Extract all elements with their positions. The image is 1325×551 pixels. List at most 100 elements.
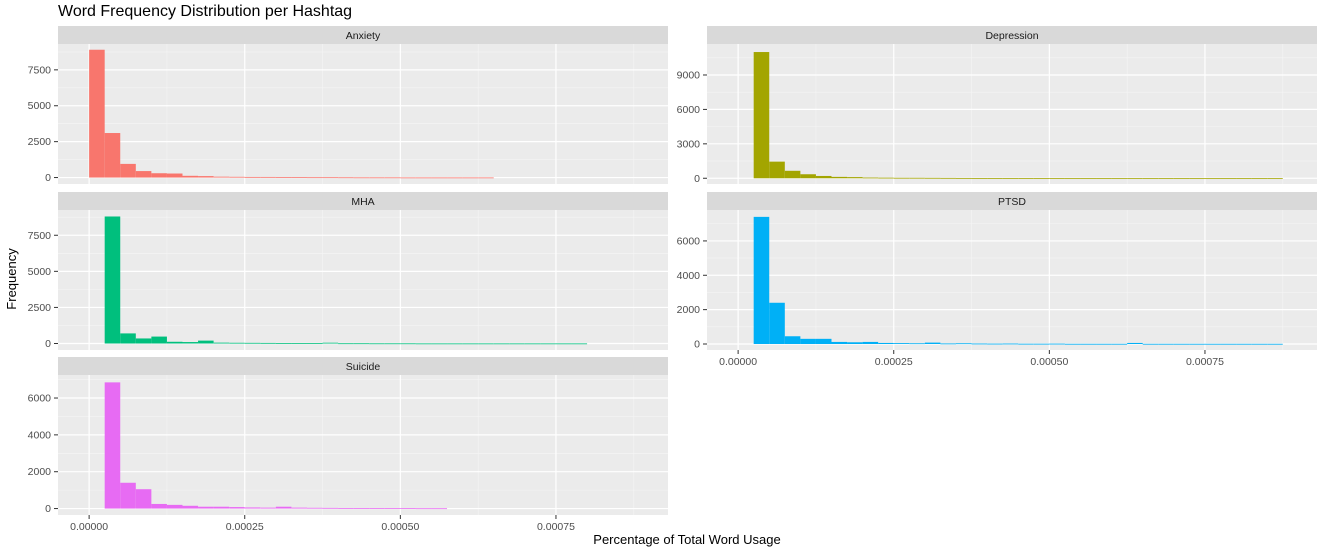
histogram-bar-anxiety xyxy=(384,177,401,179)
histogram-bar-depression xyxy=(1204,178,1221,180)
histogram-bar-anxiety xyxy=(431,177,448,179)
x-axis-title: Percentage of Total Word Usage xyxy=(593,532,780,547)
histogram-bar-ptsd xyxy=(987,343,1003,345)
histogram-bar-depression xyxy=(1111,178,1128,180)
histogram-bar-mha xyxy=(447,343,463,345)
histogram-bar-depression xyxy=(769,161,785,179)
histogram-bar-depression xyxy=(1251,178,1268,180)
histogram-bar-suicide xyxy=(338,508,354,509)
histogram-bar-suicide xyxy=(306,507,323,509)
histogram-bar-anxiety xyxy=(151,173,167,178)
histogram-bar-mha xyxy=(462,343,479,345)
histogram-bar-depression xyxy=(784,170,801,179)
histogram-bar-mha xyxy=(198,340,214,344)
histogram-bar-depression xyxy=(1189,178,1205,180)
histogram-bar-suicide xyxy=(166,504,183,509)
histogram-bar-ptsd xyxy=(1142,343,1159,345)
y-tick-label-mha: 5000 xyxy=(28,266,52,278)
y-tick-label-mha: 7500 xyxy=(28,230,52,242)
y-tick-label-suicide: 0 xyxy=(45,503,51,515)
facet-mha: MHA 0 2500 5000 7500 xyxy=(28,192,668,350)
y-tick-label-anxiety: 0 xyxy=(45,172,51,184)
y-tick-label-anxiety: 5000 xyxy=(28,100,52,112)
histogram-bar-ptsd xyxy=(1064,343,1081,345)
histogram-bar-ptsd xyxy=(862,341,879,344)
histogram-bar-anxiety xyxy=(400,177,416,179)
histogram-bar-depression xyxy=(1033,178,1050,179)
histogram-bar-suicide xyxy=(369,508,385,509)
y-tick-label-depression: 6000 xyxy=(677,104,701,116)
y-tick-label-mha: 0 xyxy=(45,338,51,350)
histogram-bar-ptsd xyxy=(971,343,988,345)
histogram-bar-mha xyxy=(166,341,183,344)
histogram-bar-suicide xyxy=(120,482,136,509)
histogram-bar-depression xyxy=(1236,178,1252,180)
histogram-bar-anxiety xyxy=(260,176,276,178)
histogram-bar-anxiety xyxy=(275,177,292,178)
histogram-bar-anxiety xyxy=(447,177,463,179)
histogram-bar-mha xyxy=(400,343,416,345)
histogram-bar-depression xyxy=(1220,178,1237,180)
facet-suicide: Suicide 0 2000 4000 6000 0.00000 0.00025 0.0005… xyxy=(28,357,668,533)
histogram-bar-mha xyxy=(571,343,588,345)
histogram-bar-mha xyxy=(213,342,230,344)
histogram-bar-ptsd xyxy=(800,338,816,344)
histogram-bar-suicide xyxy=(182,505,199,509)
histogram-bar-depression xyxy=(1127,178,1143,180)
histogram-bar-anxiety xyxy=(198,176,214,178)
histogram-bar-ptsd xyxy=(1236,343,1252,345)
histogram-bar-mha xyxy=(244,342,261,344)
histogram-bar-mha xyxy=(493,343,510,345)
panel-bg-mha xyxy=(58,210,668,350)
x-tick-label-suicide: 0.00050 xyxy=(381,521,419,533)
histogram-bar-anxiety xyxy=(135,171,152,178)
histogram-bar-mha xyxy=(555,343,572,345)
histogram-bar-suicide xyxy=(213,506,230,509)
histogram-bar-ptsd xyxy=(1049,343,1065,345)
strip-suicide xyxy=(58,357,668,375)
y-tick-label-suicide: 2000 xyxy=(28,466,52,478)
histogram-bar-suicide xyxy=(135,489,152,509)
histogram-bar-depression xyxy=(1173,178,1190,180)
facet-ptsd: PTSD 0 2000 4000 6000 0.00000 0.00025 0.00050 0.… xyxy=(677,192,1317,368)
panel-bg-anxiety xyxy=(58,44,668,184)
strip-depression xyxy=(707,26,1317,44)
strip-mha xyxy=(58,192,668,210)
histogram-bar-depression xyxy=(1018,178,1034,179)
x-tick-label-ptsd: 0.00075 xyxy=(1186,356,1224,368)
histogram-bar-ptsd xyxy=(878,342,894,344)
strip-label-suicide: Suicide xyxy=(346,361,381,373)
y-tick-label-ptsd: 6000 xyxy=(677,235,701,247)
histogram-bar-ptsd xyxy=(1111,343,1128,345)
y-axis-title: Frequency xyxy=(4,248,19,310)
histogram-bar-mha xyxy=(540,343,556,345)
histogram-bar-ptsd xyxy=(1080,343,1097,345)
x-tick-label-suicide: 0.00075 xyxy=(537,521,575,533)
histogram-bar-mha xyxy=(135,338,152,344)
facet-depression: Depression 0 3000 6000 9000 xyxy=(677,26,1317,185)
histogram-bar-depression xyxy=(893,177,910,179)
histogram-bar-ptsd xyxy=(1033,343,1050,345)
histogram-bar-depression xyxy=(1142,178,1159,180)
histogram-bar-anxiety xyxy=(462,177,479,179)
histogram-bar-ptsd xyxy=(1158,343,1174,345)
histogram-bar-anxiety xyxy=(369,177,385,179)
histogram-bar-depression xyxy=(955,177,972,179)
y-tick-label-anxiety: 7500 xyxy=(28,64,52,76)
histogram-bar-ptsd xyxy=(769,302,785,344)
histogram-bar-suicide xyxy=(104,382,121,509)
histogram-bar-suicide xyxy=(198,506,214,509)
histogram-bar-ptsd xyxy=(1251,343,1268,345)
histogram-bar-mha xyxy=(322,342,339,344)
histogram-bar-ptsd xyxy=(1204,343,1221,345)
histogram-bar-mha xyxy=(182,342,199,344)
histogram-bar-ptsd xyxy=(1002,343,1019,345)
histogram-bar-anxiety xyxy=(89,49,105,178)
histogram-bar-mha xyxy=(151,336,167,344)
histogram-bar-suicide xyxy=(384,508,401,509)
histogram-bar-ptsd xyxy=(955,343,972,345)
histogram-bar-suicide xyxy=(275,506,292,509)
facet-anxiety: Anxiety 0 2500 5000 7500 xyxy=(28,26,668,184)
histogram-bar-mha xyxy=(229,342,245,344)
histogram-bar-anxiety xyxy=(229,176,245,178)
